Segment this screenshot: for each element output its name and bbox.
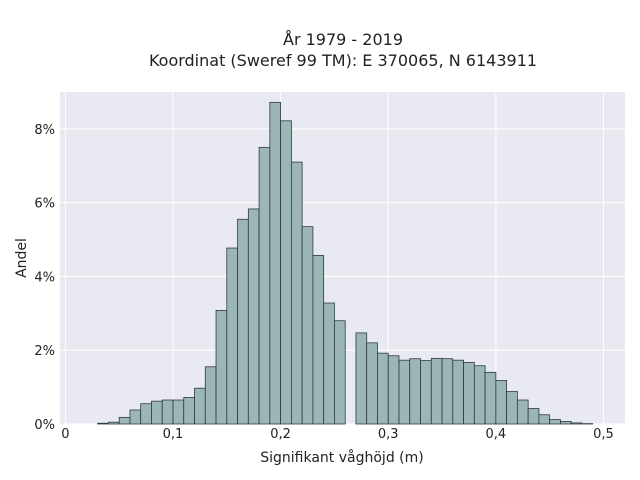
x-tick-label: 0,5 <box>593 427 614 442</box>
histogram-bar <box>129 409 142 425</box>
x-tick-labels: 0 0,1 0,2 0,3 0,4 0,5 <box>61 427 614 442</box>
histogram-bar <box>463 361 475 425</box>
histogram-bar <box>183 397 195 425</box>
histogram-bar <box>247 208 260 425</box>
histogram-bar <box>215 309 228 425</box>
y-tick-label: 8% <box>34 123 55 138</box>
x-tick-label: 0,3 <box>378 427 399 442</box>
x-tick-label: 0,4 <box>486 427 507 442</box>
histogram-bar <box>118 416 131 425</box>
x-tick-label: 0,1 <box>163 427 184 442</box>
histogram-bar <box>387 355 400 425</box>
y-tick-label: 2% <box>34 344 55 359</box>
y-axis-label: Andel <box>14 238 30 278</box>
histogram-bar <box>484 371 497 425</box>
histogram-bar <box>151 400 163 425</box>
histogram-bar <box>280 120 292 425</box>
histogram-bar <box>549 419 561 425</box>
histogram-bar <box>516 399 529 425</box>
histogram-bar <box>506 391 518 425</box>
histogram-bar <box>258 146 271 425</box>
histogram-bar <box>420 360 432 425</box>
histogram-bar <box>97 422 109 425</box>
y-tick-labels: 0% 2% 4% 6% 8% <box>34 123 55 433</box>
chart-title: År 1979 - 2019 <box>283 30 403 49</box>
x-axis-label: Signifikant våghöjd (m) <box>260 449 423 466</box>
histogram-bar <box>538 414 551 425</box>
histogram-bar <box>527 408 540 425</box>
histogram-bar <box>334 320 346 425</box>
chart-subtitle: Koordinat (Sweref 99 TM): E 370065, N 61… <box>149 51 537 70</box>
histogram-bar <box>140 403 152 425</box>
histogram-bar <box>355 332 368 425</box>
y-tick-label: 6% <box>34 197 55 212</box>
histogram-bar <box>269 101 282 425</box>
y-tick-label: 0% <box>34 418 55 433</box>
x-tick-label: 0 <box>61 427 69 442</box>
histogram-bar <box>409 358 421 425</box>
histogram-bar <box>377 352 389 425</box>
histogram-bar <box>172 399 185 425</box>
histogram-bar <box>560 421 572 425</box>
histogram-bar <box>366 342 378 425</box>
histogram-bar <box>237 218 249 425</box>
histogram-bar <box>473 365 486 425</box>
histogram-bar <box>312 255 325 425</box>
histogram-bar <box>290 161 303 425</box>
y-tick-label: 4% <box>34 270 55 285</box>
x-tick-label: 0,2 <box>270 427 291 442</box>
histogram-bar <box>452 359 464 425</box>
histogram-bar <box>108 421 120 425</box>
histogram-bar <box>570 422 583 425</box>
histogram-bar <box>441 358 454 425</box>
histogram-bar <box>398 359 411 425</box>
histogram-bar <box>301 226 314 425</box>
histogram-bar <box>430 357 443 425</box>
histogram-bar <box>323 302 335 425</box>
histogram-bar <box>226 247 238 425</box>
bars-group <box>97 101 594 425</box>
histogram-bar <box>161 399 174 425</box>
histogram-bar <box>194 387 206 425</box>
histogram-bar <box>204 366 217 425</box>
histogram-bar <box>495 380 508 425</box>
